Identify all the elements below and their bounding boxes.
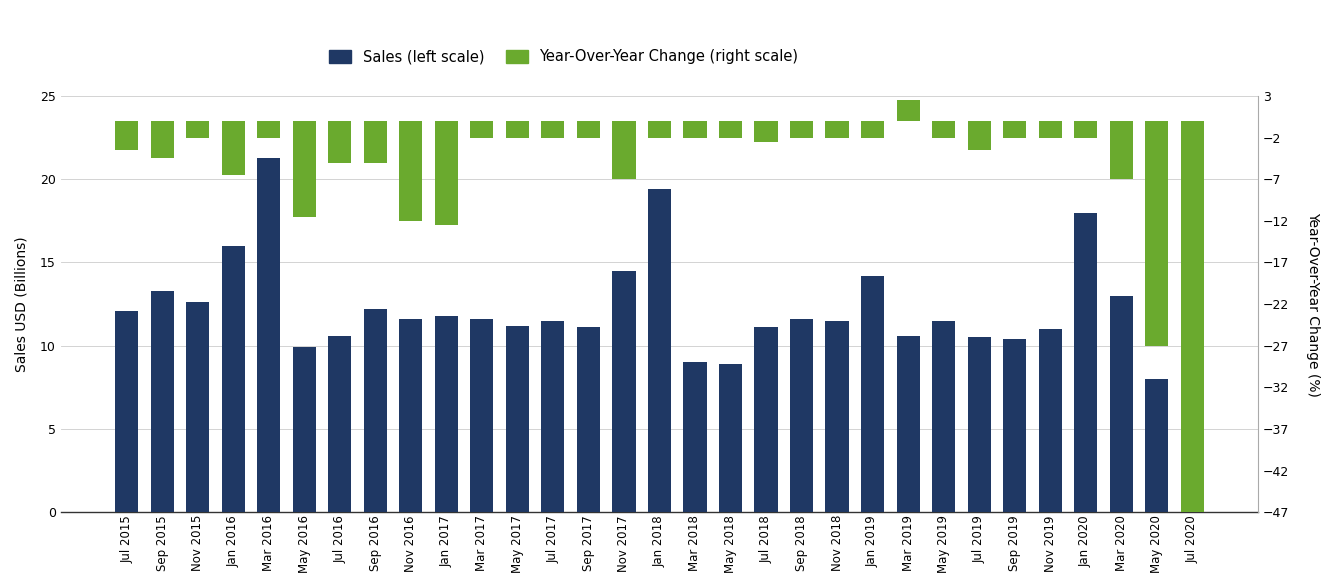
Y-axis label: Year-Over-Year Change (%): Year-Over-Year Change (%): [1306, 212, 1320, 396]
Bar: [151, 121, 174, 158]
Bar: [506, 121, 529, 138]
Bar: [1075, 121, 1097, 138]
Bar: [613, 271, 635, 512]
Bar: [435, 121, 458, 225]
Bar: [435, 316, 458, 512]
Bar: [1180, 121, 1204, 512]
Bar: [1109, 121, 1132, 179]
Bar: [684, 362, 706, 512]
Bar: [470, 121, 494, 138]
Bar: [932, 320, 955, 512]
Bar: [647, 121, 672, 138]
Bar: [684, 121, 706, 138]
Bar: [292, 121, 316, 217]
Bar: [720, 364, 742, 512]
Bar: [861, 121, 884, 138]
Bar: [542, 320, 565, 512]
Bar: [790, 319, 813, 512]
Bar: [1109, 296, 1132, 512]
Bar: [258, 158, 280, 512]
Bar: [258, 121, 280, 138]
Bar: [542, 121, 565, 138]
Bar: [825, 320, 849, 512]
Bar: [1003, 339, 1027, 512]
Bar: [861, 276, 884, 512]
Bar: [720, 121, 742, 138]
Bar: [1075, 212, 1097, 512]
Bar: [292, 348, 316, 512]
Bar: [187, 302, 210, 512]
Bar: [364, 309, 387, 512]
Bar: [399, 121, 422, 221]
Bar: [1039, 121, 1061, 138]
Bar: [932, 121, 955, 138]
Bar: [897, 100, 920, 121]
Bar: [897, 336, 920, 512]
Bar: [968, 121, 991, 150]
Bar: [613, 121, 635, 179]
Bar: [1003, 121, 1027, 138]
Bar: [647, 189, 672, 512]
Bar: [825, 121, 849, 138]
Bar: [115, 310, 139, 512]
Bar: [222, 121, 244, 175]
Bar: [754, 121, 777, 142]
Bar: [222, 246, 244, 512]
Bar: [364, 121, 387, 162]
Legend: Sales (left scale), Year-Over-Year Change (right scale): Sales (left scale), Year-Over-Year Chang…: [328, 49, 798, 64]
Y-axis label: Sales USD (Billions): Sales USD (Billions): [15, 236, 29, 372]
Bar: [328, 336, 351, 512]
Bar: [328, 121, 351, 162]
Bar: [577, 328, 599, 512]
Bar: [1145, 121, 1168, 346]
Bar: [1039, 329, 1061, 512]
Bar: [577, 121, 599, 138]
Bar: [790, 121, 813, 138]
Bar: [1145, 379, 1168, 512]
Bar: [506, 326, 529, 512]
Bar: [187, 121, 210, 138]
Bar: [754, 328, 777, 512]
Bar: [115, 121, 139, 150]
Bar: [470, 319, 494, 512]
Bar: [151, 291, 174, 512]
Bar: [968, 338, 991, 512]
Bar: [1180, 358, 1204, 512]
Bar: [399, 319, 422, 512]
